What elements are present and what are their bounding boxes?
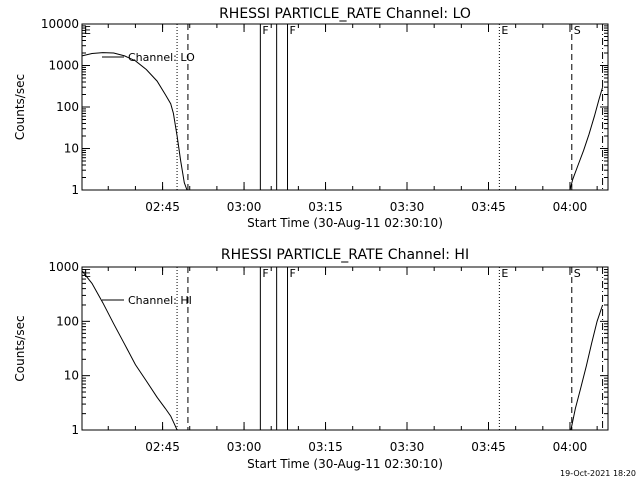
event-marker-label: F bbox=[262, 24, 268, 37]
x-tick-label: 03:15 bbox=[308, 200, 343, 214]
series-line bbox=[81, 52, 188, 191]
y-tick-label: 100 bbox=[56, 314, 79, 328]
event-marker-label: F bbox=[290, 24, 296, 37]
y-tick-label: 1000 bbox=[48, 260, 79, 274]
event-marker-label: E bbox=[84, 267, 91, 280]
plot-frame bbox=[81, 266, 609, 431]
x-tick-label: 03:00 bbox=[227, 440, 262, 454]
x-tick-label: 03:45 bbox=[471, 440, 506, 454]
x-tick-label: 02:45 bbox=[145, 440, 180, 454]
x-tick-label: 04:00 bbox=[553, 200, 588, 214]
x-tick-label: 03:30 bbox=[390, 200, 425, 214]
y-axis-label: Counts/sec bbox=[13, 315, 27, 381]
y-tick-label: 1 bbox=[71, 183, 79, 197]
y-tick-label: 100 bbox=[56, 100, 79, 114]
hi-channel-panel: RHESSI PARTICLE_RATE Channel: HI 1 10 100 10… bbox=[13, 247, 609, 471]
x-tick-label: 03:15 bbox=[308, 440, 343, 454]
event-marker-label: E bbox=[84, 24, 91, 37]
y-tick-label: 10 bbox=[64, 142, 79, 156]
y-tick-label: 10 bbox=[64, 369, 79, 383]
x-tick-label: 03:30 bbox=[390, 440, 425, 454]
y-axis-label: Counts/sec bbox=[13, 74, 27, 140]
x-tick-label: 03:00 bbox=[227, 200, 262, 214]
event-marker-label: E bbox=[501, 24, 508, 37]
x-axis-label: Start Time (30-Aug-11 02:30:10) bbox=[247, 457, 443, 471]
y-tick-label: 1 bbox=[71, 423, 79, 437]
series-line bbox=[81, 270, 178, 431]
series-line bbox=[569, 87, 604, 191]
x-tick-label: 04:00 bbox=[553, 440, 588, 454]
footer-timestamp: 19-Oct-2021 18:20 bbox=[560, 469, 636, 478]
legend-label: Channel: LO bbox=[128, 51, 195, 64]
y-tick-label: 10000 bbox=[41, 17, 79, 31]
event-marker-label: S bbox=[574, 24, 581, 37]
chart-title: RHESSI PARTICLE_RATE Channel: HI bbox=[221, 247, 469, 263]
event-marker-label: E bbox=[501, 267, 508, 280]
x-axis-label: Start Time (30-Aug-11 02:30:10) bbox=[247, 216, 443, 230]
y-tick-label: 1000 bbox=[48, 59, 79, 73]
legend-label: Channel: HI bbox=[128, 294, 192, 307]
chart-title: RHESSI PARTICLE_RATE Channel: LO bbox=[219, 6, 471, 22]
x-tick-label: 02:45 bbox=[145, 200, 180, 214]
event-marker-label: F bbox=[290, 267, 296, 280]
plot-frame bbox=[81, 23, 609, 191]
event-marker-label: F bbox=[262, 267, 268, 280]
event-marker-label: S bbox=[574, 267, 581, 280]
series-line bbox=[570, 304, 604, 431]
lo-channel-panel: RHESSI PARTICLE_RATE Channel: LO 1 10 100 10… bbox=[13, 6, 609, 230]
x-tick-label: 03:45 bbox=[471, 200, 506, 214]
